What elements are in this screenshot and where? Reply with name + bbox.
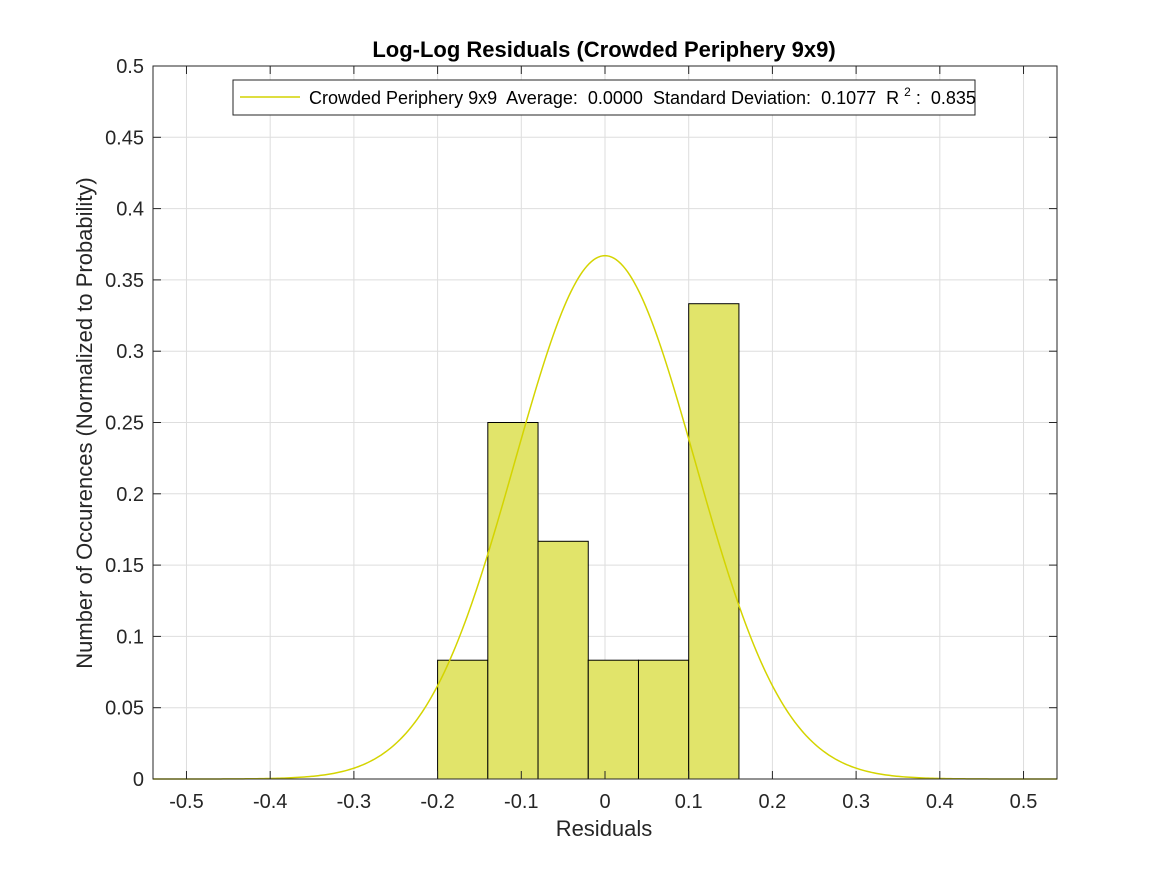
x-tick-label: 0.2: [759, 791, 787, 813]
y-tick-label: 0.5: [116, 56, 144, 78]
x-tick-label: 0.1: [675, 791, 703, 813]
histogram-bar: [437, 659, 489, 780]
legend-r2-label: R: [886, 88, 899, 108]
legend-r2-value: 0.835: [931, 88, 976, 108]
x-tick-label: 0.5: [1010, 791, 1038, 813]
legend-average-value: 0.0000: [588, 88, 643, 108]
histogram-bar: [537, 540, 589, 780]
x-tick-labels: -0.5 -0.4 -0.3 -0.2 -0.1 0 0.1 0.2 0.3 0.4 0.5: [169, 791, 1037, 813]
x-tick-label: -0.3: [337, 791, 371, 813]
legend-r2-exponent: 2: [904, 85, 911, 99]
x-tick-label: 0.4: [926, 791, 954, 813]
legend-series-name: Crowded Periphery 9x9: [309, 88, 497, 108]
y-tick-label: 0.1: [116, 626, 144, 648]
legend-std-value: 0.1077: [821, 88, 876, 108]
y-tick-labels: 0 0.05 0.1 0.15 0.2 0.25 0.3 0.35 0.4 0.45 0.5: [105, 56, 144, 791]
histogram-bar: [637, 659, 690, 780]
y-tick-label: 0.2: [116, 484, 144, 506]
y-tick-label: 0.4: [116, 199, 144, 221]
legend-label: Crowded Periphery 9x9 Average: 0.0000 St…: [309, 80, 976, 108]
y-tick-label: 0.45: [105, 127, 144, 149]
y-tick-label: 0: [133, 769, 144, 791]
y-tick-label: 0.35: [105, 270, 144, 292]
y-axis-title: Number of Occurences (Normalized to Prob…: [72, 177, 97, 669]
x-tick-label: -0.2: [420, 791, 454, 813]
x-axis-title: Residuals: [556, 816, 653, 841]
legend-r2-colon: :: [916, 88, 921, 108]
legend: Crowded Periphery 9x9 Average: 0.0000 St…: [232, 79, 976, 116]
x-tick-label: -0.5: [169, 791, 203, 813]
x-tick-label: -0.1: [504, 791, 538, 813]
y-tick-label: 0.05: [105, 698, 144, 720]
histogram-bar: [487, 422, 539, 780]
x-tick-label: -0.4: [253, 791, 287, 813]
histogram-bars: [437, 303, 740, 780]
legend-box: [232, 79, 976, 116]
y-tick-label: 0.15: [105, 555, 144, 577]
legend-average-label: Average:: [506, 88, 578, 108]
y-tick-label: 0.3: [116, 341, 144, 363]
x-tick-label: 0: [599, 791, 610, 813]
legend-std-label: Standard Deviation:: [653, 88, 811, 108]
histogram-bar: [587, 659, 639, 780]
chart-title: Log-Log Residuals (Crowded Periphery 9x9…: [372, 37, 835, 62]
axis-ticks: [153, 65, 1057, 780]
normal-fit-curve: [153, 254, 1057, 780]
x-tick-label: 0.3: [842, 791, 870, 813]
histogram-bar: [688, 303, 740, 780]
y-tick-label: 0.25: [105, 413, 144, 435]
